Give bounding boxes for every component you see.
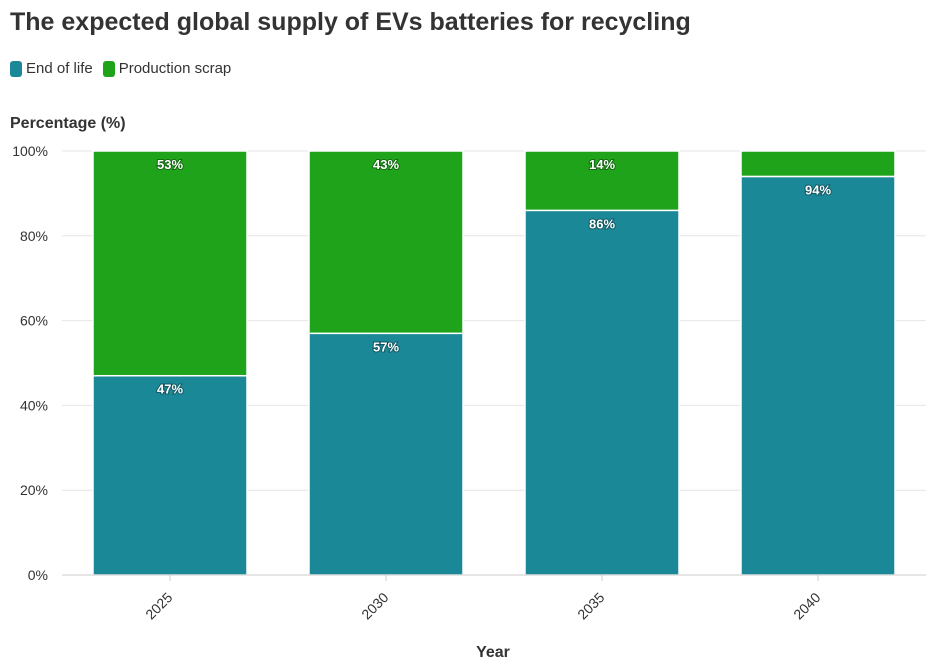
value-label: 43% <box>373 157 399 172</box>
chart-title: The expected global supply of EVs batter… <box>10 8 691 36</box>
bar-segment-end-of-life[interactable] <box>92 374 248 576</box>
y-tick-label: 80% <box>20 228 48 244</box>
y-tick-label: 100% <box>12 143 48 159</box>
x-tick-label: 2030 <box>358 589 391 622</box>
y-tick-label: 0% <box>28 567 48 583</box>
y-axis-ticks: 0% 20% 40% 60% 80% 100% <box>12 143 48 583</box>
legend-item-production-scrap[interactable]: Production scrap <box>102 60 232 77</box>
legend-swatch-production-scrap <box>102 60 115 77</box>
bar-segment-production-scrap[interactable] <box>524 150 680 212</box>
value-label: 57% <box>373 339 399 354</box>
bar-segment-end-of-life[interactable] <box>740 175 896 576</box>
x-axis-label: Year <box>476 644 510 661</box>
y-axis-label: Percentage (%) <box>10 115 126 132</box>
bar-segment-production-scrap[interactable] <box>740 150 896 178</box>
value-label: 86% <box>589 216 615 231</box>
value-label: 94% <box>805 182 831 197</box>
y-tick-label: 20% <box>20 482 48 498</box>
bar-segment-end-of-life[interactable] <box>524 209 680 576</box>
value-labels: 47% 53% 57% 43% 86% 14% 94% <box>156 156 832 398</box>
bar-segment-end-of-life[interactable] <box>308 332 464 576</box>
value-label: 53% <box>157 157 183 172</box>
legend-item-end-of-life[interactable]: End of life <box>10 60 93 77</box>
legend: End of life Production scrap <box>10 60 241 77</box>
bar-segment-production-scrap[interactable] <box>308 150 464 335</box>
y-tick-label: 60% <box>20 313 48 329</box>
legend-label-production-scrap: Production scrap <box>118 60 232 77</box>
x-axis-ticks: 2025 2030 2035 2040 <box>62 574 926 623</box>
x-tick-label: 2025 <box>142 589 175 622</box>
bars <box>92 150 896 576</box>
x-tick-label: 2035 <box>574 589 607 622</box>
value-label: 14% <box>589 157 615 172</box>
legend-swatch-end-of-life <box>10 60 22 77</box>
x-tick-label: 2040 <box>790 589 823 622</box>
legend-label-end-of-life: End of life <box>26 60 93 77</box>
bar-segment-production-scrap[interactable] <box>92 150 248 377</box>
y-tick-label: 40% <box>20 397 48 413</box>
value-label: 47% <box>157 382 183 397</box>
